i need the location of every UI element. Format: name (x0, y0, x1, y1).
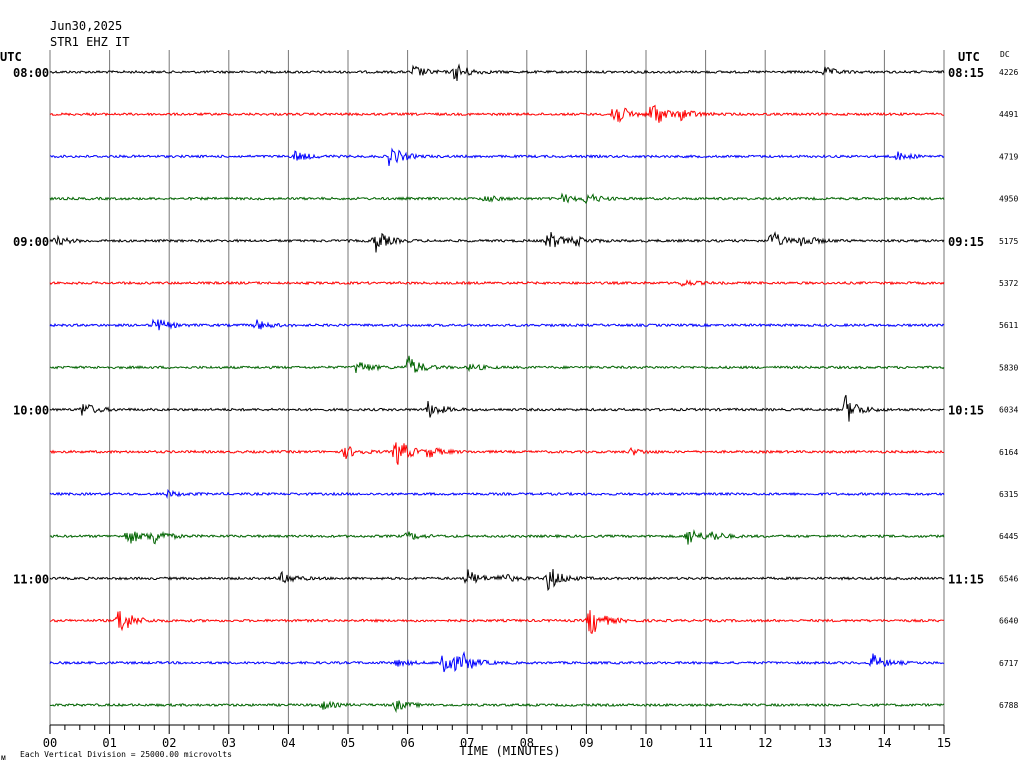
x-tick-label: 12 (758, 736, 772, 750)
trace-line (49, 488, 945, 500)
trace-line (49, 700, 945, 714)
row-dc-value: 6034 (999, 406, 1018, 415)
footer-mark: ᴍ (1, 753, 6, 762)
row-right-time: 11:15 (948, 572, 984, 586)
row-right-time: 10:15 (948, 404, 984, 418)
trace-line (49, 650, 945, 673)
row-left-time: 09:00 (13, 235, 49, 249)
x-tick-label: 02 (162, 736, 176, 750)
row-right-time: 09:15 (948, 235, 984, 249)
row-right-time: 08:15 (948, 66, 984, 80)
grid (49, 50, 945, 725)
x-tick-label: 10 (639, 736, 653, 750)
footer-note: Each Vertical Division = 25000.00 microv… (20, 750, 232, 759)
chart-title: Jun30,2025 (50, 19, 122, 33)
trace-line (49, 568, 945, 592)
row-dc-value: 5830 (999, 363, 1018, 372)
row-dc-value: 4491 (999, 110, 1018, 119)
chart-subtitle: STR1 EHZ IT (50, 35, 129, 49)
row-dc-value: 6546 (999, 574, 1018, 583)
trace-line (49, 279, 945, 287)
row-dc-value: 4226 (999, 68, 1018, 77)
trace-line (49, 394, 945, 422)
left-utc-label: UTC (0, 50, 22, 64)
x-tick-label: 14 (877, 736, 891, 750)
row-dc-value: 6315 (999, 490, 1018, 499)
row-dc-value: 4950 (999, 195, 1018, 204)
x-tick-label: 08 (520, 736, 534, 750)
x-tick-label: 11 (698, 736, 712, 750)
trace-line (49, 192, 945, 205)
x-tick-label: 09 (579, 736, 593, 750)
x-tick-label: 07 (460, 736, 474, 750)
trace-line (49, 610, 945, 635)
row-dc-value: 5175 (999, 237, 1018, 246)
trace-line (49, 231, 945, 253)
x-tick-label: 06 (400, 736, 414, 750)
row-dc-value: 4719 (999, 152, 1018, 161)
dc-label: DC (1000, 50, 1010, 59)
x-tick-label: 00 (43, 736, 57, 750)
row-left-time: 08:00 (13, 66, 49, 80)
x-tick-label: 03 (222, 736, 236, 750)
trace-line (50, 442, 945, 465)
row-dc-value: 6164 (999, 448, 1018, 457)
x-axis-title: TIME (MINUTES) (459, 744, 560, 758)
trace-line (49, 147, 945, 166)
x-tick-label: 04 (281, 736, 295, 750)
trace-line (49, 63, 945, 82)
labels: Jun30,2025 STR1 EHZ IT UTC UTC DC TIME (… (0, 19, 1010, 762)
right-utc-label: UTC (958, 50, 980, 64)
x-tick-label: 05 (341, 736, 355, 750)
x-axis: 00 01 02 03 04 05 06 07 08 09 10 11 12 13 14 15 (43, 724, 951, 750)
trace-line (49, 104, 945, 124)
x-tick-label: 15 (937, 736, 951, 750)
trace-line (49, 318, 945, 331)
row-labels: 08:00 08:15 4226 4491 4719 4950 09:00 09:15 5175… (13, 66, 1018, 710)
row-dc-value: 6717 (999, 659, 1018, 668)
row-left-time: 11:00 (13, 572, 49, 586)
traces (49, 63, 945, 714)
row-dc-value: 6788 (999, 701, 1018, 710)
row-dc-value: 6640 (999, 617, 1018, 626)
row-dc-value: 5372 (999, 279, 1018, 288)
x-tick-label: 01 (102, 736, 116, 750)
row-dc-value: 5611 (999, 321, 1018, 330)
x-tick-label: 13 (818, 736, 832, 750)
row-left-time: 10:00 (13, 404, 49, 418)
trace-line (49, 355, 945, 373)
row-dc-value: 6445 (999, 532, 1018, 541)
trace-line (49, 529, 945, 545)
